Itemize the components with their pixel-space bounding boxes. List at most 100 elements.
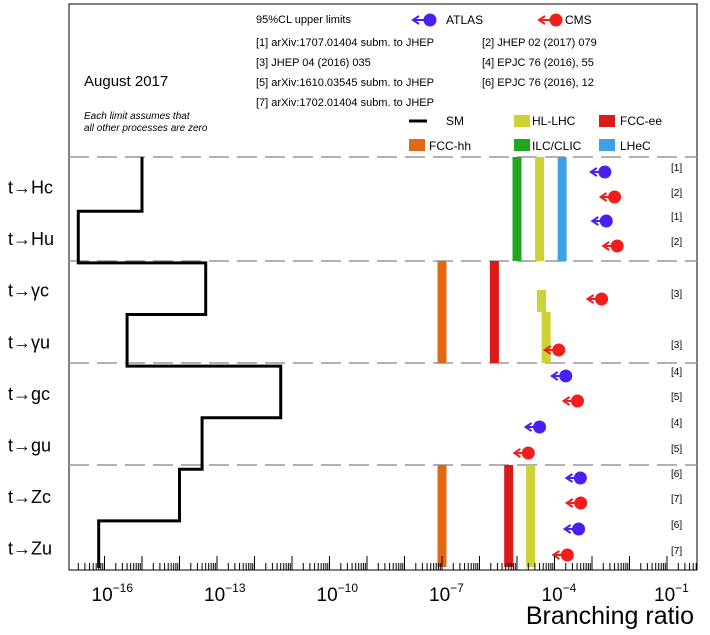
limit-dot [521, 446, 535, 460]
reference-entry: [5] arXiv:1610.03545 subm. to JHEP [256, 77, 434, 89]
projection-bar [541, 312, 551, 363]
legend-label: HL-LHC [532, 114, 576, 128]
reference-tag: [1] [671, 163, 682, 174]
limit-marker [542, 343, 566, 357]
limit-marker [562, 522, 586, 536]
legend-label: ILC/CLIC [532, 139, 582, 153]
limit-dot [533, 420, 547, 434]
process-label: t→γu [8, 332, 50, 352]
limit-arrow-head [512, 448, 521, 458]
legend-item: SM [409, 114, 464, 128]
projection-bar [557, 157, 567, 261]
reference-entry: [2] JHEP 02 (2017) 079 [482, 37, 597, 49]
process-label: t→Hc [8, 178, 53, 198]
legend-arrow-head [411, 15, 420, 25]
reference-tag: [4] [671, 367, 682, 378]
limit-dot [599, 214, 613, 228]
reference-list: [1] arXiv:1707.01404 subm. to JHEP [2] JH… [256, 37, 597, 109]
reference-entry: [3] JHEP 04 (2016) 035 [256, 57, 371, 69]
process-label: t→Hu [8, 229, 54, 249]
projection-bar [526, 465, 536, 567]
projection-bar [437, 465, 447, 567]
projection-bar [504, 465, 514, 567]
x-tick-label: 10−10 [317, 581, 359, 606]
plot-frame [68, 3, 698, 571]
legend: ATLAS CMS SM HL-LHC FCC-ee FCC-hh ILC/CLIC LHeC [409, 13, 662, 153]
x-axis-title: Branching ratio [526, 602, 694, 630]
reference-tag: [3] [671, 340, 682, 351]
process-label: t→Zu [8, 539, 52, 559]
reference-tag: [7] [671, 546, 682, 557]
limit-dot [572, 522, 586, 536]
x-tick-label: 10−16 [92, 581, 134, 606]
x-tick-label: 10−7 [429, 581, 464, 606]
limit-marker [512, 446, 535, 460]
projection-bar [535, 157, 545, 261]
reference-tag: [2] [671, 188, 682, 199]
limit-dot [573, 471, 587, 485]
limit-dot [598, 165, 612, 179]
limit-arrow-head [590, 216, 599, 226]
note-line: all other processes are zero [84, 123, 208, 134]
projection-bar [512, 157, 522, 261]
reference-entry: [7] arXiv:1702.01404 subm. to JHEP [256, 97, 434, 109]
legend-item: FCC-hh [409, 139, 471, 153]
legend-item: FCC-ee [599, 114, 662, 128]
legend-label: FCC-ee [620, 114, 662, 128]
legend-item: HL-LHC [514, 114, 576, 128]
reference-entry: [1] arXiv:1707.01404 subm. to JHEP [256, 37, 434, 49]
limit-marker [590, 214, 613, 228]
limit-arrow-head [585, 294, 595, 304]
legend-item: CMS [537, 13, 592, 27]
limit-dot [559, 369, 573, 383]
legend-dot [549, 13, 563, 27]
reference-tag: [1] [671, 212, 682, 223]
limit-dot [570, 394, 584, 408]
x-tick-label: 10−4 [542, 581, 577, 606]
process-label: t→Zc [8, 487, 51, 507]
reference-tag: [4] [671, 418, 682, 429]
reference-entry: [6] EPJC 76 (2016), 12 [482, 77, 594, 89]
reference-tag: [2] [671, 237, 682, 248]
plot-layer: t→Hc t→Hu t→γc t→γu t→gc t→gu t→Zc t→Zu [1] [2] [1… [8, 3, 698, 606]
legend-swatch [514, 139, 530, 151]
limit-dot [552, 343, 566, 357]
legend-label: CMS [565, 13, 592, 27]
legend-swatch [599, 139, 615, 151]
legend-item: LHeC [599, 139, 651, 153]
limit-marker [601, 239, 624, 253]
legend-label: SM [446, 114, 464, 128]
legend-swatch [409, 139, 425, 151]
note-line: Each limit assumes that [84, 111, 191, 122]
x-tick-label: 10−1 [654, 581, 689, 606]
legend-item: ATLAS [411, 13, 483, 27]
reference-tag: [6] [671, 520, 682, 531]
limit-arrow-head [601, 241, 610, 251]
limit-marker [585, 292, 609, 306]
sm-step-line [76, 157, 283, 568]
limit-marker [549, 369, 573, 383]
projection-bar [437, 261, 447, 363]
limit-arrow-head [523, 422, 533, 432]
legend-label: FCC-hh [429, 139, 471, 153]
limit-arrow-head [562, 524, 572, 534]
limit-marker [589, 165, 612, 179]
header-label: 95%CL upper limits [256, 14, 351, 26]
limit-marker [564, 496, 588, 510]
reference-tag: [5] [671, 444, 682, 455]
limit-dot [595, 292, 609, 306]
limit-marker [561, 394, 584, 408]
reference-tag: [5] [671, 392, 682, 403]
process-label: t→gc [8, 384, 50, 404]
legend-arrow-head [537, 15, 546, 25]
limit-marker [564, 471, 587, 485]
limit-arrow-head [549, 371, 559, 381]
limit-dot [610, 239, 624, 253]
limit-arrow-head [589, 167, 598, 177]
limit-arrow-head [561, 396, 571, 406]
process-label: t→gu [8, 436, 51, 456]
limit-dot [608, 190, 622, 204]
legend-dot [423, 13, 437, 27]
limit-marker [523, 420, 547, 434]
